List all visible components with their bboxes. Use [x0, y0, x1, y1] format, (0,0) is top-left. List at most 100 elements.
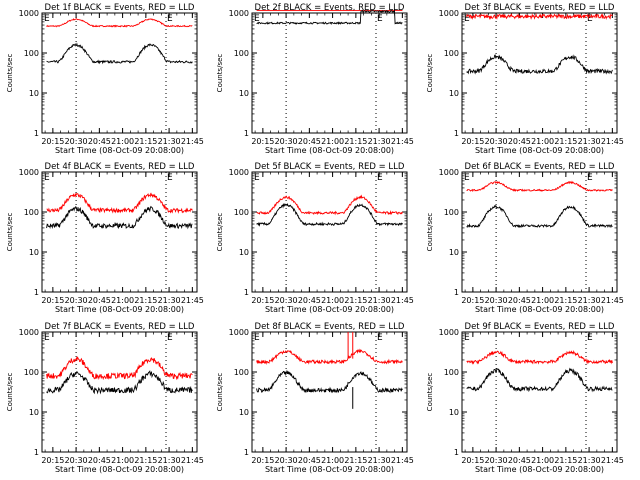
event-marker-label: E — [254, 333, 260, 343]
event-marker-label: E — [587, 14, 593, 24]
x-tick-label: 21:15 — [134, 137, 157, 146]
x-tick-label: 21:00 — [321, 456, 344, 465]
chart-title: Det 8f BLACK = Events, RED = LLD — [255, 322, 405, 332]
x-tick-label: 20:30 — [275, 296, 298, 305]
x-tick-label: 20:15 — [251, 137, 274, 146]
y-tick-label: 1000 — [229, 9, 249, 18]
event-marker-label: E — [254, 14, 260, 24]
y-tick-label: 1000 — [19, 168, 39, 177]
x-tick-label: 20:15 — [461, 137, 484, 146]
series-lld-line — [466, 12, 613, 21]
series-lld-line — [46, 192, 193, 214]
series-lld-line — [466, 180, 613, 193]
y-tick-label: 1 — [244, 288, 249, 297]
y-tick-label: 1000 — [19, 9, 39, 18]
event-marker-label: E — [44, 333, 50, 343]
x-tick-label: 21:45 — [181, 137, 204, 146]
event-marker-label: E — [167, 14, 173, 24]
y-tick-label: 100 — [234, 208, 249, 217]
plot-frame — [461, 12, 618, 134]
x-tick-label: 20:15 — [461, 296, 484, 305]
series-events-line — [46, 370, 193, 395]
x-tick-label: 20:15 — [251, 456, 274, 465]
x-tick-label: 21:00 — [111, 296, 134, 305]
x-tick-label: 20:45 — [298, 296, 321, 305]
event-marker-label: E — [464, 333, 470, 343]
y-axis-label: Counts/sec — [426, 213, 434, 252]
event-marker-label: E — [254, 173, 260, 183]
series-lld-line — [256, 348, 403, 365]
y-tick-label: 10 — [449, 248, 459, 257]
y-tick-label: 1000 — [439, 168, 459, 177]
x-tick-label: 20:15 — [461, 456, 484, 465]
y-tick-label: 10 — [29, 248, 39, 257]
chart-title: Det 6f BLACK = Events, RED = LLD — [465, 162, 615, 172]
x-axis-label: Start Time (08-Oct-09 20:08:00) — [265, 146, 394, 155]
x-tick-label: 21:30 — [578, 456, 601, 465]
x-tick-label: 21:15 — [554, 137, 577, 146]
y-axis-label: Counts/sec — [216, 54, 224, 93]
x-tick-label: 21:30 — [158, 137, 181, 146]
plot-frame — [251, 12, 408, 134]
y-tick-label: 1 — [244, 129, 249, 138]
chart-panel-9: Det 9f BLACK = Events, RED = LLD 1 10 100 10… — [426, 322, 624, 474]
x-tick-label: 21:45 — [391, 137, 414, 146]
y-tick-label: 10 — [239, 248, 249, 257]
plot-frame — [461, 331, 618, 453]
y-tick-label: 1 — [244, 448, 249, 457]
plot-frame — [251, 171, 408, 293]
y-tick-label: 100 — [24, 49, 39, 58]
event-marker-label: E — [587, 333, 593, 343]
y-tick-label: 100 — [24, 368, 39, 377]
y-tick-label: 100 — [24, 208, 39, 217]
y-axis-label: Counts/sec — [426, 54, 434, 93]
event-marker-label: E — [587, 173, 593, 183]
y-tick-label: 1 — [454, 448, 459, 457]
y-tick-label: 10 — [239, 408, 249, 417]
chart-title: Det 7f BLACK = Events, RED = LLD — [45, 322, 195, 332]
chart-panel-8: Det 8f BLACK = Events, RED = LLD 1 10 100 10… — [216, 322, 414, 474]
x-tick-label: 21:00 — [531, 296, 554, 305]
chart-title: Det 2f BLACK = Events, RED = LLD — [255, 3, 405, 13]
x-tick-label: 21:15 — [554, 456, 577, 465]
y-tick-label: 10 — [29, 89, 39, 98]
event-marker-label: E — [464, 173, 470, 183]
y-tick-label: 100 — [444, 49, 459, 58]
x-tick-label: 21:00 — [111, 456, 134, 465]
x-tick-label: 21:30 — [158, 296, 181, 305]
chart-panel-2: Det 2f BLACK = Events, RED = LLD 1 10 100 10… — [216, 3, 414, 155]
series-events-line — [256, 203, 403, 227]
x-axis-label: Start Time (08-Oct-09 20:08:00) — [55, 465, 184, 474]
x-tick-label: 21:45 — [601, 137, 624, 146]
x-tick-label: 20:15 — [41, 137, 64, 146]
x-tick-label: 20:45 — [508, 296, 531, 305]
x-tick-label: 21:45 — [181, 456, 204, 465]
x-tick-label: 21:15 — [344, 456, 367, 465]
x-tick-label: 21:45 — [181, 296, 204, 305]
x-tick-label: 20:15 — [41, 296, 64, 305]
x-tick-label: 21:30 — [578, 296, 601, 305]
x-axis-label: Start Time (08-Oct-09 20:08:00) — [265, 465, 394, 474]
chart-title: Det 3f BLACK = Events, RED = LLD — [465, 3, 615, 13]
x-tick-label: 20:45 — [508, 137, 531, 146]
x-tick-label: 20:45 — [298, 137, 321, 146]
x-tick-label: 21:15 — [344, 296, 367, 305]
event-marker-label: E — [44, 14, 50, 24]
x-tick-label: 20:15 — [251, 296, 274, 305]
x-tick-label: 20:30 — [485, 456, 508, 465]
event-marker-label: E — [464, 14, 470, 24]
y-tick-label: 100 — [444, 368, 459, 377]
y-axis-label: Counts/sec — [216, 373, 224, 412]
x-axis-label: Start Time (08-Oct-09 20:08:00) — [55, 146, 184, 155]
y-axis-label: Counts/sec — [216, 213, 224, 252]
event-marker-label: E — [377, 14, 383, 24]
y-tick-label: 1 — [454, 129, 459, 138]
x-tick-label: 20:45 — [88, 296, 111, 305]
y-axis-label: Counts/sec — [6, 373, 14, 412]
chart-title: Det 4f BLACK = Events, RED = LLD — [45, 162, 195, 172]
x-tick-label: 20:15 — [41, 456, 64, 465]
y-tick-label: 1 — [34, 448, 39, 457]
chart-title: Det 9f BLACK = Events, RED = LLD — [465, 322, 615, 332]
y-tick-label: 100 — [234, 49, 249, 58]
y-tick-label: 100 — [444, 208, 459, 217]
